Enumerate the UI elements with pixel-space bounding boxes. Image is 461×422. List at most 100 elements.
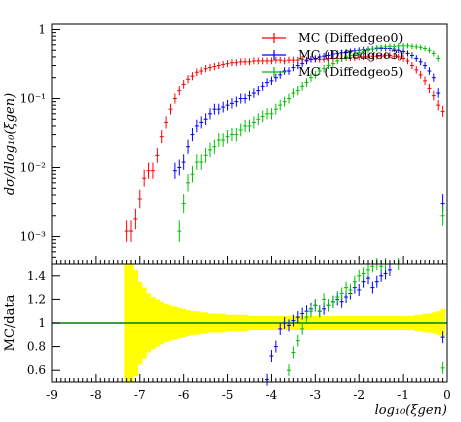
main-point-series-2 <box>234 128 239 142</box>
main-point-series-1 <box>409 52 414 59</box>
main-point-series-2 <box>322 65 327 73</box>
legend-entry: MC (Diffedgeo5) <box>262 64 403 79</box>
ratio-y-tick-label: 0.8 <box>27 340 46 354</box>
main-point-series-1 <box>322 53 327 60</box>
main-point-series-0 <box>401 55 406 62</box>
main-point-series-0 <box>124 220 129 242</box>
main-point-series-0 <box>256 57 261 65</box>
main-point-series-2 <box>295 85 300 96</box>
main-point-series-0 <box>234 59 239 67</box>
main-point-series-0 <box>409 61 414 70</box>
ratio-point-series-1 <box>322 293 327 306</box>
x-tick-label: -9 <box>46 388 58 402</box>
main-point-series-2 <box>278 99 283 111</box>
ratio-point-series-1 <box>335 291 340 304</box>
x-tick-label: -4 <box>266 388 278 402</box>
main-point-series-2 <box>387 43 392 50</box>
main-point-series-0 <box>208 63 212 72</box>
main-point-series-0 <box>199 67 204 75</box>
main-point-series-2 <box>383 44 388 50</box>
x-tick-label: 0 <box>443 388 451 402</box>
ratio-point-series-1 <box>330 295 335 308</box>
main-point-series-2 <box>392 43 397 50</box>
main-point-series-1 <box>405 50 410 57</box>
ratio-point-series-1 <box>313 299 318 312</box>
main-point-series-0 <box>216 61 221 70</box>
ratio-y-axis-label: MC/data <box>3 294 18 351</box>
main-point-series-1 <box>199 116 204 129</box>
main-point-series-1 <box>194 119 199 133</box>
main-point-series-2 <box>256 113 261 126</box>
ratio-point-series-0 <box>440 331 445 344</box>
main-point-series-2 <box>401 43 406 49</box>
y-tick-label: 10⁻³ <box>20 230 47 244</box>
main-point-series-2 <box>409 43 414 50</box>
main-point-series-0 <box>229 59 234 67</box>
main-point-series-2 <box>361 48 366 55</box>
main-point-series-0 <box>278 56 283 64</box>
main-point-series-1 <box>251 88 256 98</box>
main-point-series-2 <box>265 108 270 120</box>
y-tick-label: 1 <box>38 22 46 36</box>
main-point-series-0 <box>238 58 243 66</box>
main-point-series-0 <box>396 53 401 61</box>
main-point-series-0 <box>387 52 392 59</box>
legend-entry: MC (Diffedgeo0) <box>262 30 403 45</box>
ratio-point-series-1 <box>440 361 445 374</box>
main-point-series-1 <box>423 61 428 70</box>
main-point-series-0 <box>177 85 182 96</box>
x-tick-label: -5 <box>222 388 234 402</box>
legend-label: MC (Diffedgeo3) <box>298 47 403 62</box>
main-point-series-1 <box>418 58 423 66</box>
x-tick-label: -6 <box>178 388 190 402</box>
ratio-point-series-1 <box>366 263 370 276</box>
ratio-point-series-1 <box>357 269 362 282</box>
main-point-series-1 <box>243 93 248 104</box>
main-point-series-0 <box>269 57 274 65</box>
main-point-series-2 <box>282 96 287 107</box>
main-point-series-0 <box>287 56 291 64</box>
main-point-series-2 <box>181 194 186 214</box>
main-point-series-1 <box>317 53 322 61</box>
legend-label: MC (Diffedgeo0) <box>298 30 403 45</box>
main-point-series-2 <box>269 108 274 120</box>
x-tick-label: -1 <box>397 388 409 402</box>
y-tick-label: 10⁻² <box>20 161 47 175</box>
main-point-series-2 <box>344 53 349 61</box>
main-point-series-1 <box>229 98 234 109</box>
main-point-series-2 <box>366 47 370 54</box>
main-point-series-0 <box>142 169 147 187</box>
main-point-series-0 <box>265 57 270 65</box>
x-tick-label: -8 <box>90 388 102 402</box>
axes-layer: -9 -8 -7 -6 -5 -4 -3 -2 -1 0 1 10⁻¹ 10⁻² 10⁻³ 0.6 0.8 1 1… <box>20 22 451 402</box>
main-point-series-1 <box>221 101 226 113</box>
main-point-series-0 <box>440 105 445 117</box>
main-point-series-0 <box>155 147 160 163</box>
legend: MC (Diffedgeo0) MC (Diffedgeo3) MC (Diffed… <box>262 30 403 79</box>
ratio-point-series-1 <box>361 267 366 280</box>
main-point-series-0 <box>405 57 410 65</box>
ratio-point-series-0 <box>374 275 379 288</box>
main-point-series-1 <box>401 48 406 55</box>
main-point-series-0 <box>418 70 423 79</box>
main-point-series-2 <box>273 103 278 115</box>
main-point-series-0 <box>379 53 384 60</box>
main-point-series-1 <box>273 73 278 82</box>
main-point-series-0 <box>423 76 428 86</box>
main-point-series-2 <box>199 154 204 170</box>
y-tick-label: 10⁻¹ <box>20 91 46 105</box>
main-point-series-1 <box>436 88 441 98</box>
ratio-point-series-1 <box>304 311 309 324</box>
ratio-point-series-1 <box>317 305 322 318</box>
x-tick-label: -2 <box>353 388 365 402</box>
ratio-point-series-0 <box>273 340 278 353</box>
main-point-series-2 <box>304 78 309 87</box>
main-point-series-0 <box>146 162 151 179</box>
main-point-series-0 <box>247 58 252 66</box>
main-point-series-2 <box>247 119 252 133</box>
main-point-series-1 <box>172 162 177 179</box>
main-point-series-1 <box>234 96 239 107</box>
series-layer <box>124 43 445 386</box>
main-point-series-1 <box>190 128 195 142</box>
